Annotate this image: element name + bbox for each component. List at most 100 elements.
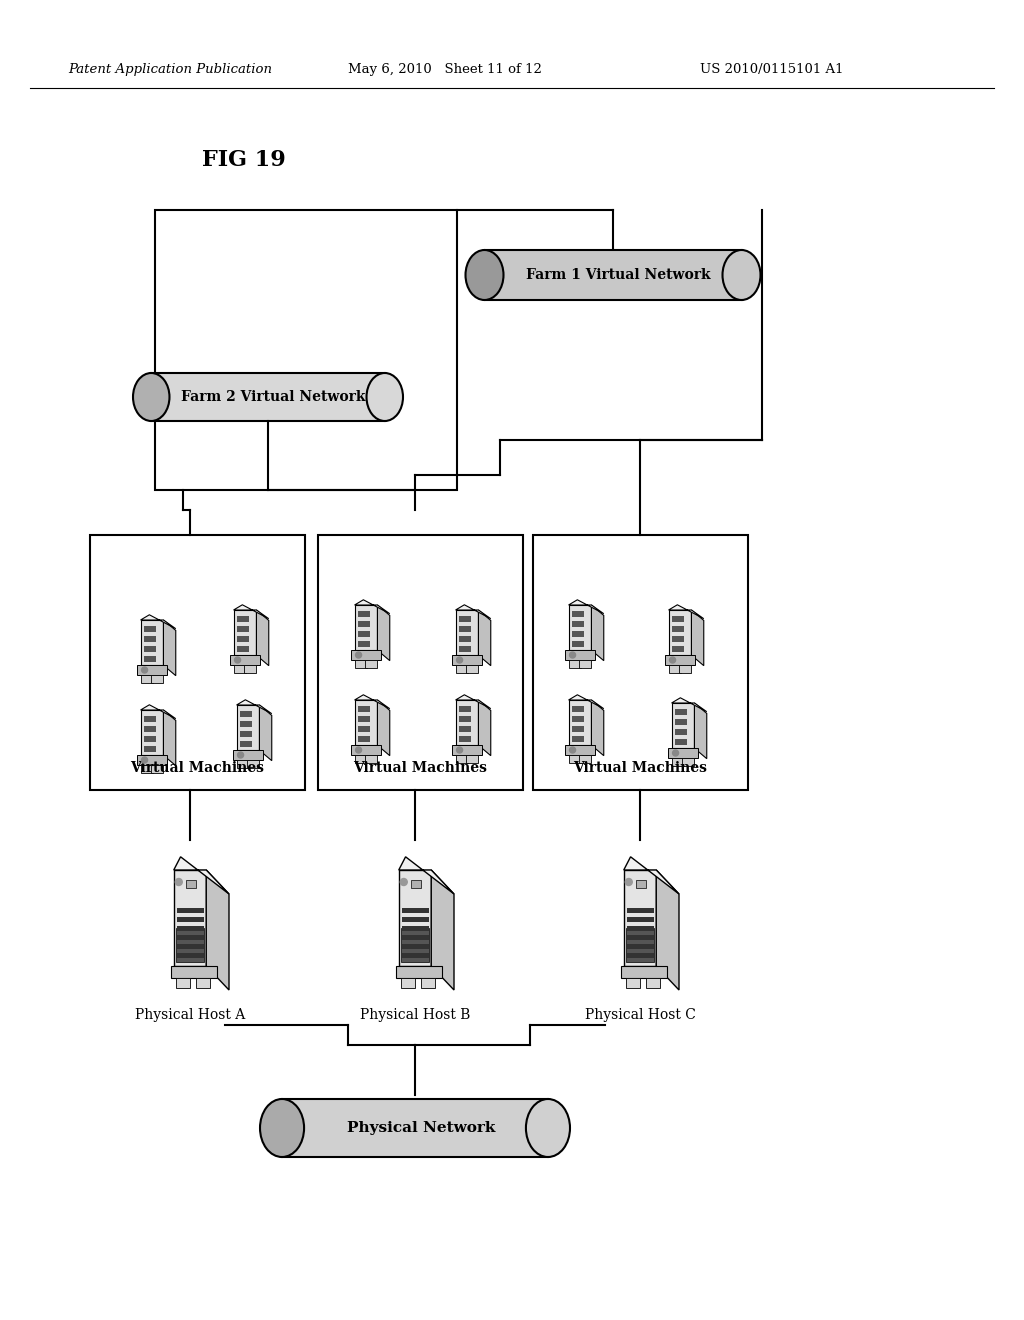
Bar: [136, 755, 168, 766]
Bar: [571, 642, 584, 647]
Polygon shape: [237, 700, 271, 714]
Ellipse shape: [133, 374, 170, 421]
Bar: [534, 535, 748, 789]
Circle shape: [626, 879, 632, 886]
Bar: [177, 927, 204, 931]
Circle shape: [238, 752, 244, 758]
Bar: [571, 706, 584, 711]
Bar: [459, 616, 471, 622]
Bar: [568, 660, 581, 668]
Polygon shape: [233, 605, 268, 619]
Circle shape: [457, 657, 463, 663]
Polygon shape: [174, 857, 229, 894]
Polygon shape: [140, 705, 176, 718]
Bar: [672, 616, 684, 622]
Bar: [152, 766, 164, 774]
Bar: [669, 610, 691, 655]
Text: FIG 19: FIG 19: [202, 149, 286, 172]
Bar: [232, 750, 263, 760]
Bar: [411, 880, 421, 888]
Bar: [318, 535, 523, 789]
Bar: [626, 978, 640, 987]
Bar: [174, 870, 206, 966]
Bar: [366, 755, 378, 763]
Bar: [680, 665, 691, 673]
Bar: [672, 704, 694, 748]
Polygon shape: [568, 599, 604, 614]
Bar: [452, 746, 482, 755]
Circle shape: [457, 747, 463, 752]
Circle shape: [355, 747, 361, 752]
Circle shape: [670, 657, 676, 663]
Bar: [672, 758, 684, 766]
Circle shape: [400, 879, 408, 886]
Ellipse shape: [367, 374, 403, 421]
Circle shape: [673, 750, 679, 756]
Bar: [627, 917, 654, 921]
Bar: [675, 739, 687, 744]
Bar: [185, 880, 196, 888]
Bar: [580, 755, 592, 763]
Bar: [672, 636, 684, 642]
Bar: [237, 636, 249, 642]
Bar: [143, 726, 156, 733]
Polygon shape: [354, 599, 390, 614]
Polygon shape: [691, 610, 703, 665]
Bar: [401, 908, 429, 913]
Bar: [452, 655, 482, 665]
Bar: [240, 741, 252, 747]
Bar: [624, 870, 656, 966]
Bar: [240, 721, 252, 727]
Bar: [571, 611, 584, 616]
Bar: [197, 978, 210, 987]
Polygon shape: [398, 857, 454, 894]
Polygon shape: [256, 610, 268, 665]
Bar: [177, 953, 204, 958]
Bar: [571, 620, 584, 627]
Bar: [357, 642, 370, 647]
Bar: [143, 626, 156, 632]
Bar: [155, 210, 457, 490]
Polygon shape: [592, 700, 604, 755]
Text: US 2010/0115101 A1: US 2010/0115101 A1: [700, 63, 844, 77]
Bar: [357, 737, 370, 742]
Bar: [467, 665, 478, 673]
Bar: [401, 935, 429, 940]
Circle shape: [141, 756, 147, 763]
Bar: [237, 705, 259, 750]
Text: May 6, 2010   Sheet 11 of 12: May 6, 2010 Sheet 11 of 12: [348, 63, 542, 77]
Circle shape: [234, 657, 241, 663]
Bar: [237, 616, 249, 622]
Bar: [177, 944, 204, 949]
Bar: [248, 760, 259, 768]
Bar: [233, 610, 256, 655]
Bar: [143, 636, 156, 642]
Bar: [627, 953, 654, 958]
Bar: [237, 645, 249, 652]
Bar: [459, 636, 471, 642]
Bar: [176, 978, 189, 987]
Bar: [636, 880, 645, 888]
Bar: [136, 665, 168, 676]
Bar: [626, 928, 654, 962]
Bar: [568, 605, 592, 651]
Bar: [459, 626, 471, 632]
Bar: [401, 917, 429, 921]
Text: Farm 2 Virtual Network: Farm 2 Virtual Network: [181, 389, 366, 404]
Bar: [282, 1100, 548, 1158]
Polygon shape: [140, 615, 176, 628]
Bar: [229, 655, 260, 665]
Bar: [140, 766, 153, 774]
Circle shape: [569, 747, 575, 752]
Bar: [171, 966, 217, 978]
Polygon shape: [478, 700, 490, 755]
Circle shape: [141, 667, 147, 673]
Polygon shape: [354, 694, 390, 709]
Bar: [354, 700, 378, 746]
Bar: [354, 605, 378, 651]
Bar: [459, 645, 471, 652]
Bar: [459, 715, 471, 722]
Polygon shape: [592, 605, 604, 661]
Text: Virtual Machines: Virtual Machines: [130, 762, 264, 775]
Bar: [143, 645, 156, 652]
